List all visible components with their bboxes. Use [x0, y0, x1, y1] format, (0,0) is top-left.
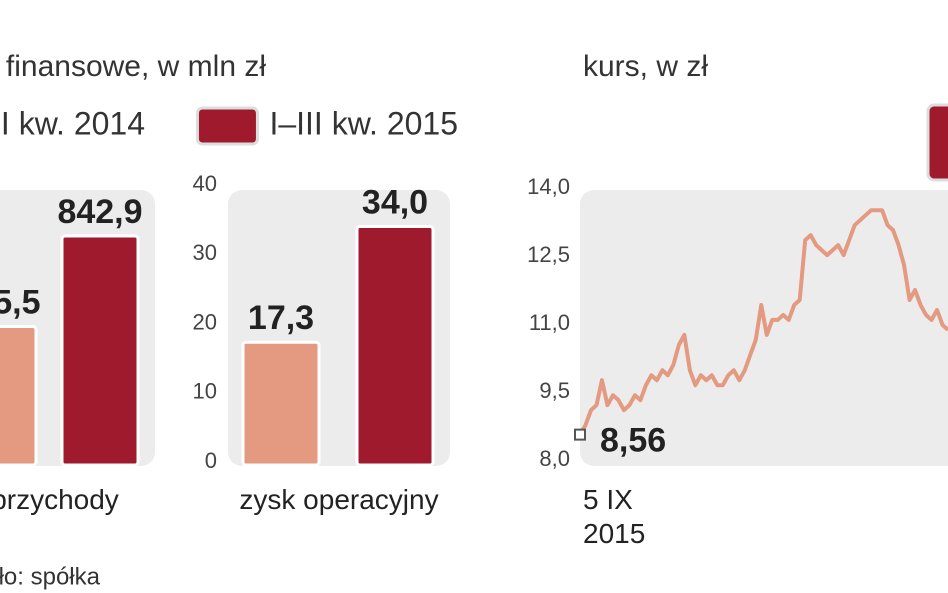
badge	[926, 103, 948, 182]
line	[578, 208, 948, 436]
y-tick-label: 11,0	[529, 310, 570, 335]
value-label: 842,9	[57, 193, 142, 231]
bar	[0, 324, 38, 467]
x-tick-label: przychody	[0, 484, 119, 515]
y-tick-label: 0	[205, 448, 217, 473]
bar	[60, 234, 140, 467]
y-tick-label: 30	[193, 240, 217, 265]
bar	[355, 225, 435, 467]
source: Źródło: spółka	[0, 563, 101, 590]
legend-label: I–III kw. 2014	[0, 105, 145, 141]
legend-swatch	[195, 106, 259, 146]
chart-title: Wyniki finansowe, w mln zł	[0, 50, 266, 83]
y-tick-label: 14,0	[527, 174, 570, 199]
y-tick-label: 40	[193, 171, 217, 196]
x-tick-label: 5 IX 2015	[583, 484, 646, 549]
y-tick-label: 10	[193, 379, 217, 404]
value-label: 8,56	[600, 422, 666, 460]
chart-title: kurs, w zł	[583, 50, 708, 83]
value-label: 34,0	[362, 184, 428, 222]
bar	[241, 340, 321, 467]
value-label: 505,5	[0, 283, 41, 321]
y-tick-label: 8,0	[539, 446, 570, 471]
y-tick-label: 20	[193, 309, 217, 334]
start-marker	[574, 428, 586, 441]
legend-label: I–III kw. 2015	[269, 105, 458, 141]
y-tick-label: 12,5	[527, 242, 570, 267]
y-tick-label: 9,5	[539, 378, 570, 403]
x-tick-label: zysk operacyjny	[239, 484, 439, 515]
value-label: 17,3	[248, 299, 314, 337]
